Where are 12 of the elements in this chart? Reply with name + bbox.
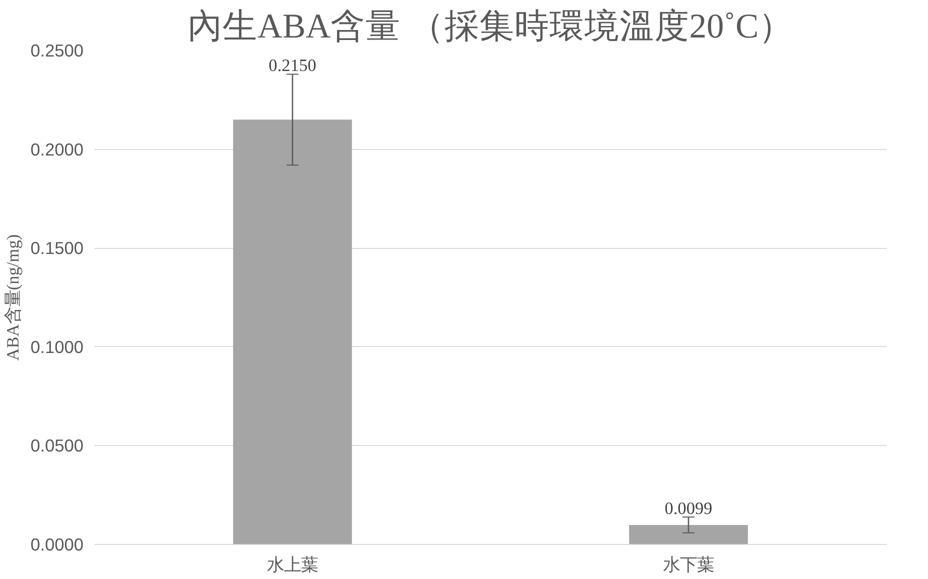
y-tick-label: 0.1500: [30, 238, 84, 258]
data-label: 0.2150: [268, 56, 316, 76]
y-tick-label: 0.2000: [30, 139, 84, 160]
y-tick-label: 0.2500: [30, 40, 84, 60]
y-tick-label: 0.0000: [30, 534, 84, 554]
x-tick-label: 水下葉: [663, 556, 714, 574]
y-tick-label: 0.1000: [30, 336, 84, 357]
y-tick-label: 0.0500: [30, 436, 84, 456]
y-axis-title: ABA含量(ng/mg): [4, 234, 22, 361]
chart-title: 內生ABA含量 （採集時環境溫度20˚C）: [187, 8, 794, 46]
data-label: 0.0099: [664, 499, 712, 518]
x-tick-label: 水上葉: [267, 556, 318, 574]
